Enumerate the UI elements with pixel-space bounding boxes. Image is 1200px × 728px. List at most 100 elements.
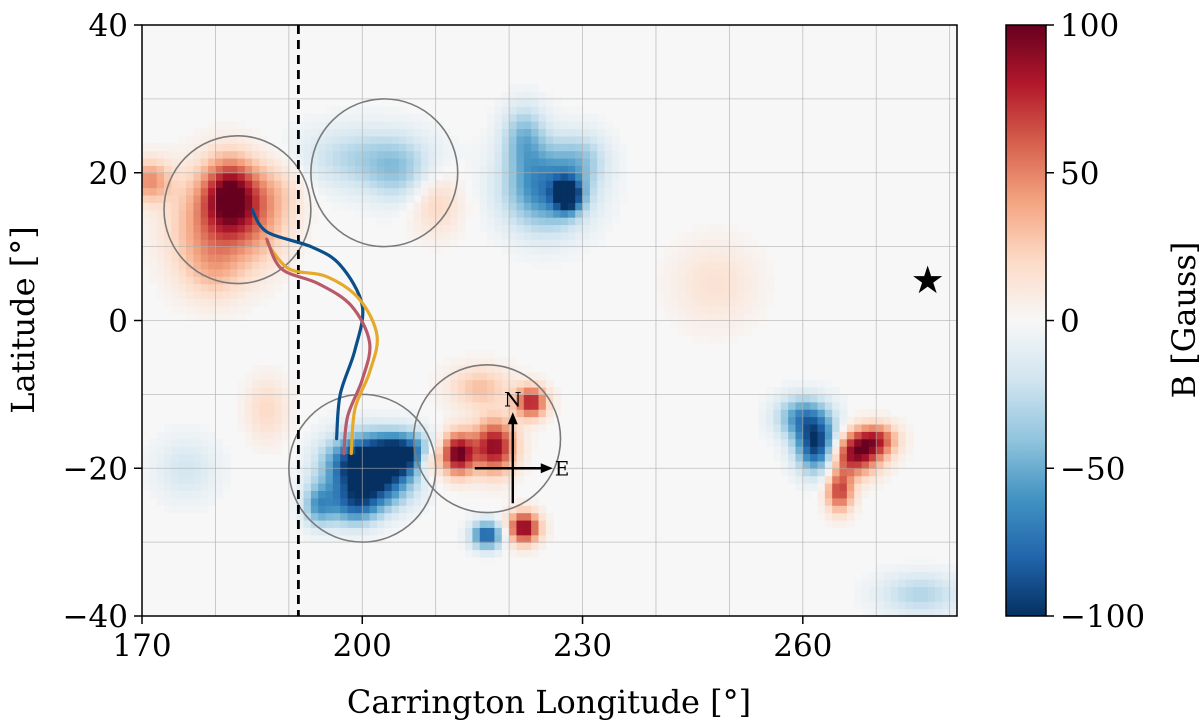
field-cell [274, 416, 283, 425]
field-cell [883, 601, 892, 610]
field-cell [670, 254, 679, 262]
field-cell [406, 150, 415, 159]
field-cell [788, 401, 797, 410]
field-cell [142, 150, 150, 159]
field-cell [773, 423, 782, 432]
field-cell [149, 172, 158, 181]
field-cell [516, 231, 525, 240]
field-cell [479, 135, 488, 144]
field-cell [428, 379, 437, 388]
field-cell [487, 519, 496, 528]
field-cell [391, 460, 400, 469]
field-cell [332, 106, 341, 115]
field-cell [736, 313, 745, 322]
field-cell [369, 187, 378, 196]
colorbar-label: B [Gauss] [1165, 242, 1200, 399]
field-cell [193, 157, 202, 166]
field-cell [758, 268, 767, 277]
field-cell [890, 416, 899, 425]
field-cell [193, 135, 202, 144]
field-cell [472, 194, 481, 203]
field-cell [714, 246, 723, 255]
field-cell [244, 386, 253, 395]
field-cell [398, 446, 407, 455]
field-cell [494, 202, 503, 211]
field-cell [912, 586, 921, 595]
field-cell [531, 194, 540, 203]
field-cell [861, 608, 870, 617]
field-cell [597, 239, 606, 248]
field-cell [509, 239, 518, 248]
field-cell [391, 128, 400, 137]
field-cell [142, 468, 150, 477]
field-cell [795, 379, 804, 388]
field-cell [398, 165, 407, 174]
field-cell [905, 438, 914, 447]
field-cell [655, 298, 664, 307]
field-cell [802, 416, 811, 425]
field-cell [824, 483, 833, 492]
field-cell [883, 431, 892, 440]
field-cell [854, 468, 863, 477]
field-cell [523, 468, 532, 477]
field-cell [509, 121, 518, 130]
field-cell [296, 180, 305, 189]
field-cell [391, 150, 400, 159]
field-cell [376, 409, 385, 418]
field-cell [281, 438, 290, 447]
field-cell [296, 446, 305, 455]
field-cell [171, 505, 180, 514]
field-cell [523, 121, 532, 130]
field-cell [347, 527, 356, 536]
field-cell [208, 497, 217, 506]
field-cell [516, 542, 525, 551]
field-cell [523, 135, 532, 144]
field-cell [435, 194, 444, 203]
field-cell [391, 143, 400, 152]
field-cell [619, 150, 628, 159]
field-cell [149, 475, 158, 484]
field-cell [479, 556, 488, 565]
field-cell [487, 350, 496, 359]
field-cell [178, 172, 187, 181]
field-cell [406, 460, 415, 469]
field-cell [582, 128, 591, 137]
field-cell [589, 143, 598, 152]
field-cell [347, 121, 356, 130]
field-cell [501, 165, 510, 174]
field-cell [156, 431, 165, 440]
field-cell [391, 453, 400, 462]
field-cell [516, 497, 525, 506]
field-cell [340, 505, 349, 514]
field-cell [788, 460, 797, 469]
field-cell [516, 91, 525, 100]
field-cell [435, 446, 444, 455]
field-cell [501, 357, 510, 366]
field-cell [354, 150, 363, 159]
field-cell [553, 128, 562, 137]
field-cell [457, 187, 466, 196]
field-cell [266, 416, 275, 425]
field-cell [237, 209, 246, 218]
field-cell [362, 512, 371, 521]
field-cell [744, 246, 753, 255]
field-cell [677, 298, 686, 307]
field-cell [751, 246, 760, 255]
field-cell [178, 224, 187, 233]
field-cell [773, 438, 782, 447]
field-cell [178, 490, 187, 499]
field-cell [200, 490, 209, 499]
field-cell [531, 106, 540, 115]
field-cell [861, 475, 870, 484]
field-cell [186, 143, 194, 152]
field-cell [597, 209, 606, 218]
field-cell [839, 483, 848, 492]
field-cell [406, 490, 415, 499]
field-cell [905, 608, 914, 617]
field-cell [465, 512, 473, 521]
field-cell [215, 143, 224, 152]
field-cell [288, 143, 297, 152]
field-cell [890, 593, 899, 602]
field-cell [927, 601, 936, 610]
field-cell [274, 217, 283, 226]
